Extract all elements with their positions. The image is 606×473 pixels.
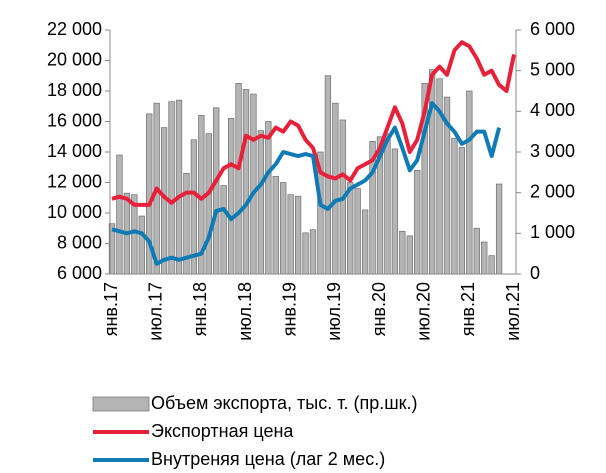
bar [294,195,302,275]
bar [488,255,495,275]
bar [481,241,488,275]
legend-label: Внутреняя цена (лаг 2 мес.) [151,449,385,469]
line [111,40,516,207]
y-tick-label: 8 000 [57,232,102,252]
x-tick-label: янв.18 [190,282,210,336]
x-tick-label: июл.20 [413,282,433,341]
y-tick-label: 16 000 [47,110,102,130]
x-tick-label: июл.18 [235,282,255,341]
bar [280,182,287,275]
y-tick-label: 6 000 [57,263,102,283]
bar [242,89,250,275]
x-tick-label: янв.20 [369,282,389,336]
bar [391,148,399,275]
y-tick-label: 18 000 [47,80,102,100]
bar [347,182,354,275]
x-tick-label: янв.17 [101,282,121,336]
x-tick-label: янв.19 [279,282,299,336]
bar [213,107,220,275]
bar [332,102,339,275]
y2-tick-label: 3 000 [530,141,575,161]
bar [250,93,257,275]
x-tick-label: июл.19 [324,282,344,341]
bar [302,232,309,275]
bar [175,99,183,275]
bar [384,133,391,275]
bar [406,235,413,275]
bar [205,133,212,275]
bar [473,227,480,275]
bar [399,230,406,275]
bar [495,183,503,275]
line [111,101,502,266]
bar [309,229,317,275]
bar [168,101,175,275]
y-tick-label: 20 000 [47,49,102,69]
bar [458,147,466,275]
legend-label: Объем экспорта, тыс. т. (пр.шк.) [151,393,418,413]
bar [138,215,145,275]
bar [116,154,123,275]
x-tick-label: июл.21 [503,282,523,341]
bar [272,176,279,275]
y2-tick-label: 4 000 [530,100,575,120]
bar [414,169,421,275]
y2-tick-label: 2 000 [530,181,575,201]
bar [257,130,265,275]
y2-tick-label: 0 [530,263,540,283]
y2-tick-label: 6 000 [530,19,575,39]
bar [428,69,436,275]
y2-tick-label: 5 000 [530,59,575,79]
bar [354,188,361,275]
bar [466,90,473,275]
legend-swatch [92,396,150,412]
bar [235,83,242,275]
y-tick-label: 10 000 [47,202,102,222]
x-tick-label: июл.17 [145,282,165,341]
bar [265,121,272,275]
y-tick-label: 12 000 [47,171,102,191]
x-tick-label: янв.21 [458,282,478,336]
bar [361,209,369,275]
y2-tick-label: 1 000 [530,222,575,242]
bar [287,194,294,275]
y-tick-label: 14 000 [47,141,102,161]
y-tick-label: 22 000 [47,19,102,39]
bar [227,118,235,275]
bar [451,137,458,275]
legend-label: Экспортная цена [151,421,294,441]
bar [220,185,227,275]
